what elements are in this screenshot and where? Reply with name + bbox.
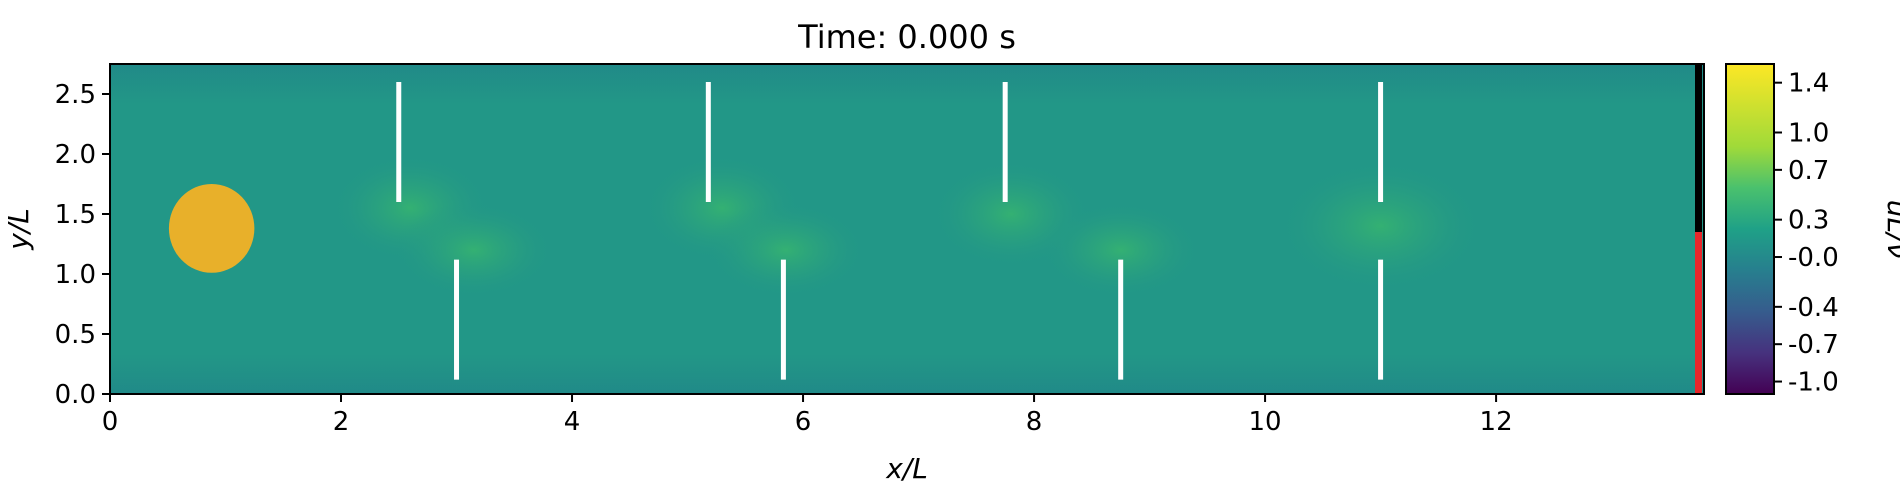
colorbar-ticks: 1.4 1.0 0.7 0.3 -0.0 -0.4 -0.7 -1.0 [1774, 69, 1839, 398]
colorbar: 1.4 1.0 0.7 0.3 -0.0 -0.4 -0.7 -1.0 uL/ν [1725, 63, 1900, 398]
wake-regions [329, 154, 1485, 298]
colorbar-scale [1725, 63, 1775, 395]
outlet-bar-segment [1695, 232, 1702, 394]
y-axis-label: y/L [2, 208, 35, 251]
colorbar-tick-label: -0.0 [1788, 243, 1839, 273]
wake-region [1039, 202, 1202, 298]
colorbar-tick-label: -0.7 [1788, 330, 1839, 360]
x-tick-label: 10 [1249, 407, 1282, 437]
x-tick-label: 4 [564, 407, 581, 437]
x-axis-label: x/L [885, 452, 928, 485]
plot-frame [109, 63, 1705, 395]
top-wall-shading [110, 64, 1704, 104]
x-axis-ticks: 0 2 4 6 8 10 12 [102, 394, 1513, 437]
colorbar-tick-label: -0.4 [1788, 293, 1839, 323]
colorbar-tick-label: -1.0 [1788, 368, 1839, 398]
y-tick-label: 0.5 [55, 320, 96, 350]
y-tick-label: 2.5 [55, 80, 96, 110]
wake-region [704, 202, 867, 298]
y-tick-label: 1.0 [55, 260, 96, 290]
outlet-boundary-bar [1695, 64, 1702, 394]
x-tick-label: 0 [102, 407, 119, 437]
plot-area [110, 64, 1704, 394]
colorbar-tick-label: 1.4 [1788, 69, 1829, 99]
bottom-wall-shading [110, 354, 1704, 394]
chart-title: Time: 0.000 s [797, 18, 1016, 56]
cylinder-obstacle [168, 184, 255, 273]
colorbar-tick-label: 0.3 [1788, 206, 1829, 236]
outlet-bar-segment [1695, 64, 1702, 232]
x-tick-label: 8 [1026, 407, 1043, 437]
colorbar-label: uL/ν [1881, 200, 1900, 258]
x-tick-label: 6 [795, 407, 812, 437]
x-tick-label: 2 [333, 407, 350, 437]
y-tick-label: 0.0 [55, 380, 96, 410]
wake-region [1276, 160, 1485, 292]
y-tick-label: 2.0 [55, 140, 96, 170]
baffle-plates [396, 82, 1384, 380]
colorbar-tick-label: 0.7 [1788, 156, 1829, 186]
colorbar-tick-label: 1.0 [1788, 118, 1829, 148]
wake-region [392, 202, 555, 298]
y-tick-label: 1.5 [55, 200, 96, 230]
x-tick-label: 12 [1480, 407, 1513, 437]
y-axis-ticks: 0.0 0.5 1.0 1.5 2.0 2.5 [55, 80, 110, 410]
